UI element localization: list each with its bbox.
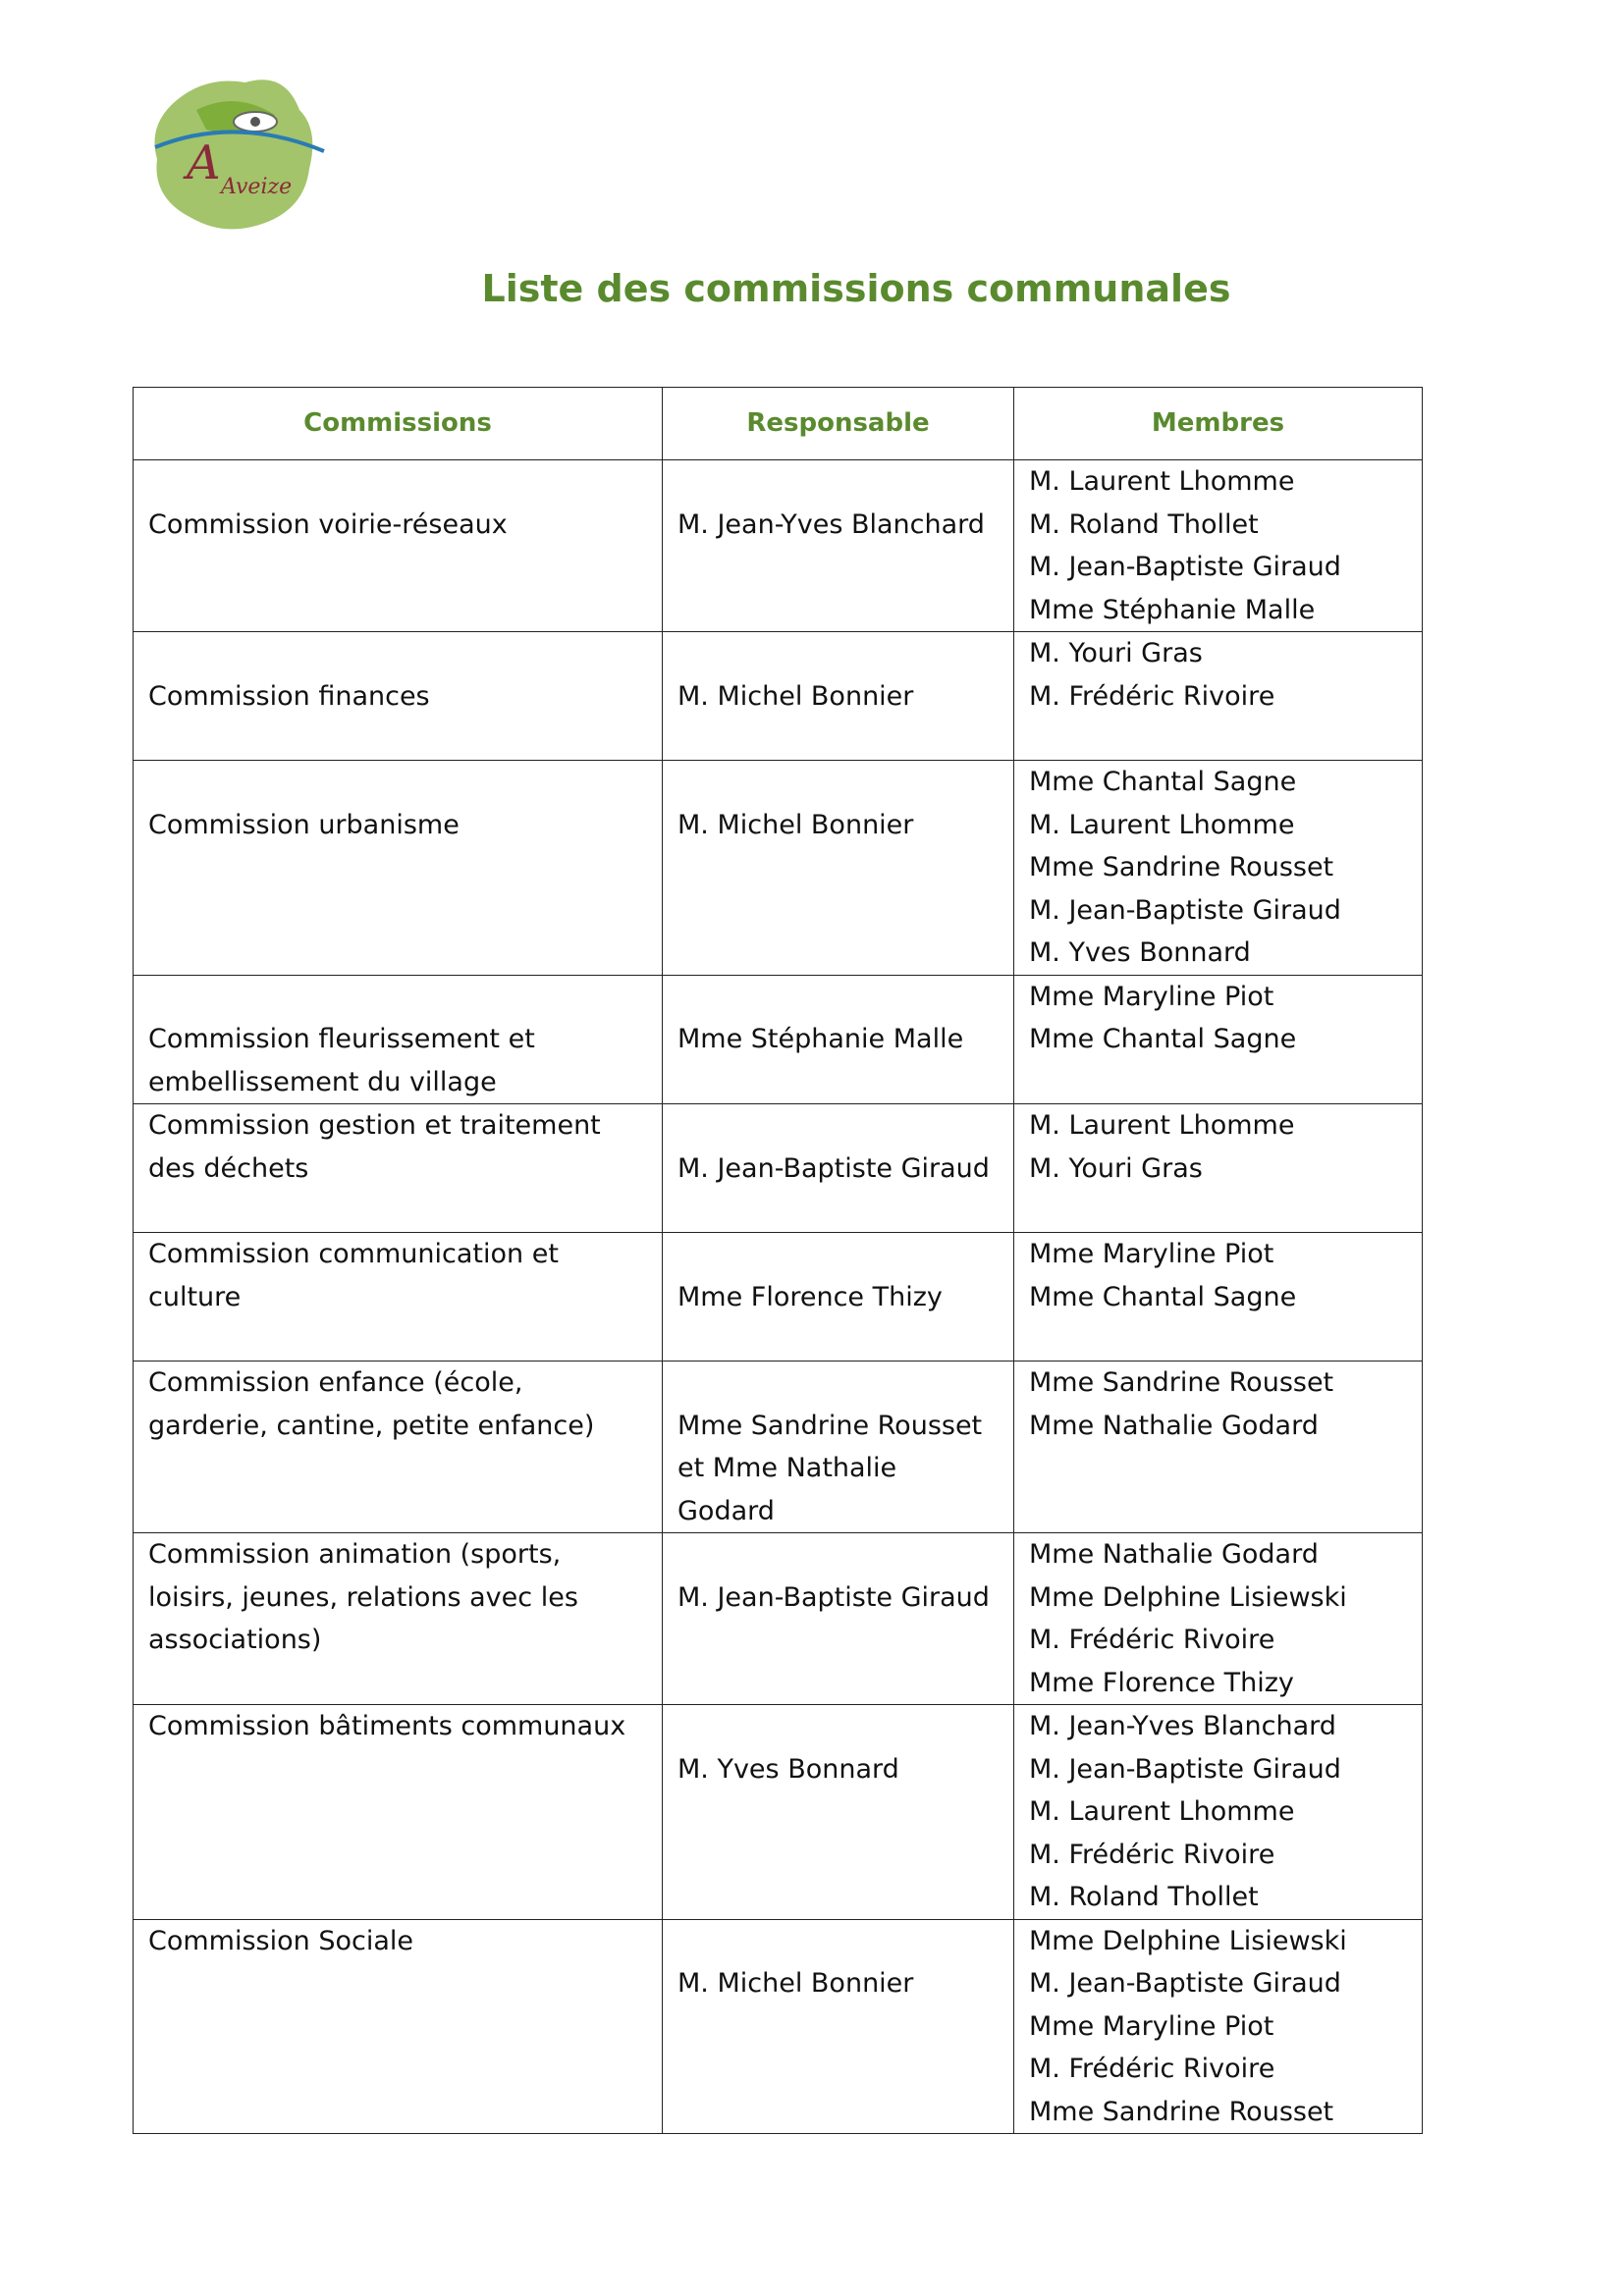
member: M. Roland Thollet: [1029, 508, 1259, 540]
column-header: Responsable: [662, 387, 1014, 460]
column-header: Commissions: [133, 387, 663, 460]
commission-cell: Commission finances: [133, 631, 663, 761]
column-header: Membres: [1013, 387, 1423, 460]
member: Mme Stéphanie Malle: [1029, 594, 1316, 625]
row: Commission finances M. Michel Bonnier M. Y…: [133, 631, 1423, 761]
responsable-cell: Mme Stéphanie Malle: [662, 974, 1014, 1104]
commission-cell: Commission urbanisme: [133, 760, 663, 976]
responsable-cell: M. Jean-Yves Blanchard: [662, 459, 1014, 632]
row: Commission gestion et traitement des déc…: [133, 1103, 1423, 1233]
members-cell: M. Laurent Lhomme M. Roland Thollet M. Jea…: [1013, 459, 1423, 632]
responsable-cell: M. Jean-Baptiste Giraud: [662, 1103, 1014, 1233]
row: Commission fleurissement et embellisseme…: [133, 974, 1423, 1104]
member: Mme Sandrine Rousset: [1029, 852, 1334, 882]
commission-cell: Commission fleurissement et embellisseme…: [133, 974, 663, 1104]
member: M. Frédéric Rivoire: [1029, 1839, 1275, 1870]
members-cell: Mme Nathalie Godard Mme Delphine Lisiewsk…: [1013, 1532, 1423, 1705]
member: Mme Nathalie Godard: [1029, 1410, 1319, 1441]
member: Mme Nathalie Godard: [1029, 1539, 1319, 1570]
commission-cell: Commission voirie-réseaux: [133, 459, 663, 632]
members-cell: M. Laurent Lhomme M. Youri Gras: [1013, 1103, 1423, 1233]
member: Mme Florence Thizy: [1029, 1667, 1294, 1698]
member: M. Jean-Baptiste Giraud: [1029, 1753, 1341, 1785]
member: Mme Maryline Piot: [1029, 1239, 1274, 1269]
members-cell: Mme Maryline Piot Mme Chantal Sagne: [1013, 1232, 1423, 1362]
responsable-cell: Mme Florence Thizy: [662, 1232, 1014, 1362]
row: Commission voirie-réseaux M. Jean-Yves Bl…: [133, 459, 1423, 632]
responsable-cell: M. Jean-Baptiste Giraud: [662, 1532, 1014, 1705]
members-cell: Mme Maryline Piot Mme Chantal Sagne: [1013, 974, 1423, 1104]
commission-cell: Commission Sociale: [133, 1918, 663, 2134]
commission-cell: Commission bâtiments communaux: [133, 1704, 663, 1920]
member: M. Youri Gras: [1029, 638, 1203, 668]
member: Mme Chantal Sagne: [1029, 767, 1297, 797]
logo: A Aveize: [154, 80, 325, 230]
members-cell: Mme Chantal Sagne M. Laurent Lhomme Mme Sa…: [1013, 760, 1423, 976]
member: Mme Maryline Piot: [1029, 2010, 1274, 2042]
member: M. Jean-Baptiste Giraud: [1029, 894, 1341, 926]
row: Commission animation (sports, loisirs, j…: [133, 1532, 1423, 1705]
members-cell: Mme Delphine Lisiewski M. Jean-Baptiste G…: [1013, 1918, 1423, 2134]
responsable-cell: M. Michel Bonnier: [662, 1918, 1014, 2134]
member: Mme Delphine Lisiewski: [1029, 1925, 1347, 1956]
commission-cell: Commission animation (sports, loisirs, j…: [133, 1532, 663, 1705]
commission-cell: Commission enfance (école, garderie, can…: [133, 1361, 663, 1533]
responsable-cell: M. Michel Bonnier: [662, 631, 1014, 761]
member: M. Yves Bonnard: [1029, 937, 1251, 968]
member: Mme Delphine Lisiewski: [1029, 1581, 1347, 1613]
row: Commission Sociale M. Michel Bonnier Mme D…: [133, 1918, 1423, 2134]
responsable-cell: Mme Sandrine Rousset et Mme Nathalie God…: [662, 1361, 1014, 1533]
responsable-cell: M. Michel Bonnier: [662, 760, 1014, 976]
title: Liste des commissions communales: [481, 267, 1231, 310]
member: M. Jean-Baptiste Giraud: [1029, 1968, 1341, 1999]
responsable-cell: M. Yves Bonnard: [662, 1704, 1014, 1920]
row: Commission communication et culture Mme F…: [133, 1232, 1423, 1362]
commissions-table: Commissions Responsable Membres Commission…: [133, 387, 1423, 2134]
member: M. Laurent Lhomme: [1029, 466, 1295, 497]
member: M. Laurent Lhomme: [1029, 1110, 1295, 1141]
members-cell: Mme Sandrine Rousset Mme Nathalie Godard: [1013, 1361, 1423, 1533]
member: Mme Chantal Sagne: [1029, 1024, 1297, 1054]
member: M. Jean-Yves Blanchard: [1029, 1711, 1336, 1741]
logo-text: Aveize: [219, 175, 292, 199]
member: Mme Sandrine Rousset: [1029, 1367, 1334, 1398]
member: M. Frédéric Rivoire: [1029, 2054, 1275, 2084]
member: M. Laurent Lhomme: [1029, 1796, 1295, 1827]
members-cell: M. Jean-Yves Blanchard M. Jean-Baptiste G…: [1013, 1704, 1423, 1920]
member: Mme Maryline Piot: [1029, 981, 1274, 1012]
svg-text:A: A: [183, 135, 221, 190]
members-cell: M. Youri Gras M. Frédéric Rivoire: [1013, 631, 1423, 761]
member: M. Frédéric Rivoire: [1029, 680, 1275, 712]
row: Commission urbanisme M. Michel Bonnier Mme…: [133, 760, 1423, 976]
member: Mme Sandrine Rousset: [1029, 2096, 1334, 2127]
row: Commission bâtiments communaux M. Yves Bo…: [133, 1704, 1423, 1920]
member: M. Jean-Baptiste Giraud: [1029, 552, 1341, 582]
commission-cell: Commission gestion et traitement des déc…: [133, 1103, 663, 1233]
header-row: Commissions Responsable Membres: [133, 387, 1423, 460]
member: Mme Chantal Sagne: [1029, 1281, 1297, 1312]
commission-cell: Commission communication et culture: [133, 1232, 663, 1362]
member: M. Roland Thollet: [1029, 1882, 1259, 1912]
member: M. Laurent Lhomme: [1029, 809, 1295, 840]
row: Commission enfance (école, garderie, can…: [133, 1361, 1423, 1533]
member: M. Youri Gras: [1029, 1152, 1203, 1184]
member: M. Frédéric Rivoire: [1029, 1625, 1275, 1655]
